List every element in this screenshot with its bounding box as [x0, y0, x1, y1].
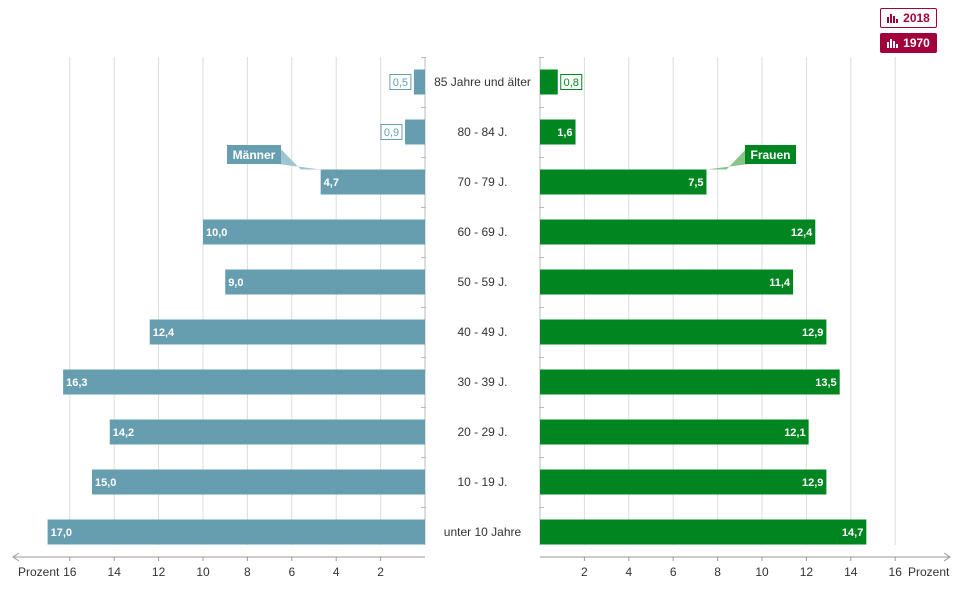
- right-axis-tick-label: 12: [800, 565, 814, 579]
- women-bar: [540, 169, 707, 195]
- women-value-label: 13,5: [815, 377, 836, 389]
- category-label: 30 - 39 J.: [457, 375, 507, 389]
- category-label: unter 10 Jahre: [444, 525, 522, 539]
- men-value-box: [380, 124, 403, 140]
- men-callout-box: [227, 145, 281, 164]
- left-axis-tick-label: 2: [377, 565, 384, 579]
- women-bar: [540, 219, 816, 245]
- left-axis-tick-label: 10: [196, 565, 210, 579]
- men-value-label: 16,3: [66, 377, 87, 389]
- men-bar: [149, 319, 425, 345]
- men-bar: [320, 169, 425, 195]
- women-callout-pointer: [706, 146, 749, 170]
- men-bar: [109, 419, 425, 445]
- women-value-label: 7,5: [688, 177, 703, 189]
- women-value-label: 12,9: [802, 477, 823, 489]
- men-value-box: [389, 74, 412, 90]
- category-label: 60 - 69 J.: [457, 225, 507, 239]
- men-bar: [47, 519, 425, 545]
- men-value-label: 4,7: [324, 177, 339, 189]
- women-value-box: [560, 74, 583, 90]
- left-axis-arrow: [12, 552, 20, 562]
- left-axis-tick-label: 6: [288, 565, 295, 579]
- women-value-label: 14,7: [842, 527, 863, 539]
- women-bar: [540, 269, 794, 295]
- women-bar: [540, 419, 809, 445]
- bar-chart-icon: [887, 38, 899, 48]
- women-value-label: 12,4: [791, 227, 813, 239]
- right-axis-tick-label: 8: [714, 565, 721, 579]
- women-bar: [540, 119, 576, 145]
- women-callout-box: [745, 145, 796, 164]
- right-axis-tick-label: 4: [625, 565, 632, 579]
- women-callout-label: Frauen: [750, 148, 790, 162]
- category-label: 20 - 29 J.: [457, 425, 507, 439]
- right-axis-title: Prozent: [908, 565, 950, 579]
- right-axis-tick-label: 10: [755, 565, 769, 579]
- right-axis-arrow: [943, 552, 951, 562]
- men-value-label: 9,0: [228, 277, 243, 289]
- left-axis-title: Prozent: [18, 565, 60, 579]
- men-bar: [413, 69, 425, 95]
- men-callout-label: Männer: [233, 148, 276, 162]
- men-bar: [63, 369, 425, 395]
- men-bar: [203, 219, 425, 245]
- bar-chart-icon: [887, 13, 899, 23]
- toggle-1970-button[interactable]: 1970: [880, 33, 937, 53]
- category-label: 10 - 19 J.: [457, 475, 507, 489]
- category-label: 85 Jahre und älter: [434, 75, 531, 89]
- toggle-2018-button[interactable]: 2018: [880, 8, 937, 28]
- men-value-label: 0,9: [384, 127, 399, 139]
- women-value-label: 12,9: [802, 327, 823, 339]
- left-axis-tick-label: 8: [244, 565, 251, 579]
- category-label: 80 - 84 J.: [457, 125, 507, 139]
- women-bar: [540, 519, 867, 545]
- toggle-2018-label: 2018: [903, 11, 930, 25]
- men-value-label: 12,4: [153, 327, 175, 339]
- women-value-label: 12,1: [784, 427, 805, 439]
- men-value-label: 0,5: [393, 77, 408, 89]
- men-value-label: 17,0: [51, 527, 72, 539]
- right-axis-tick-label: 6: [670, 565, 677, 579]
- toggle-1970-label: 1970: [903, 36, 930, 50]
- left-axis-tick-label: 4: [333, 565, 340, 579]
- left-axis-tick-label: 12: [152, 565, 166, 579]
- men-value-label: 15,0: [95, 477, 116, 489]
- left-axis-tick-label: 14: [108, 565, 122, 579]
- right-axis-tick-label: 14: [844, 565, 858, 579]
- men-value-label: 14,2: [113, 427, 134, 439]
- women-bar: [540, 319, 827, 345]
- women-value-label: 11,4: [769, 277, 791, 289]
- women-value-label: 1,6: [557, 127, 572, 139]
- women-bar: [540, 469, 827, 495]
- right-axis-tick-label: 2: [581, 565, 588, 579]
- left-axis-tick-label: 16: [63, 565, 77, 579]
- category-label: 40 - 49 J.: [457, 325, 507, 339]
- men-callout-pointer: [278, 146, 321, 170]
- women-bar: [540, 369, 840, 395]
- women-value-label: 0,8: [564, 77, 579, 89]
- women-bar: [540, 69, 558, 95]
- men-bar: [92, 469, 425, 495]
- right-axis-tick-label: 16: [889, 565, 903, 579]
- category-label: 70 - 79 J.: [457, 175, 507, 189]
- men-value-label: 10,0: [206, 227, 227, 239]
- men-bar: [225, 269, 425, 295]
- category-label: 50 - 59 J.: [457, 275, 507, 289]
- men-bar: [405, 119, 425, 145]
